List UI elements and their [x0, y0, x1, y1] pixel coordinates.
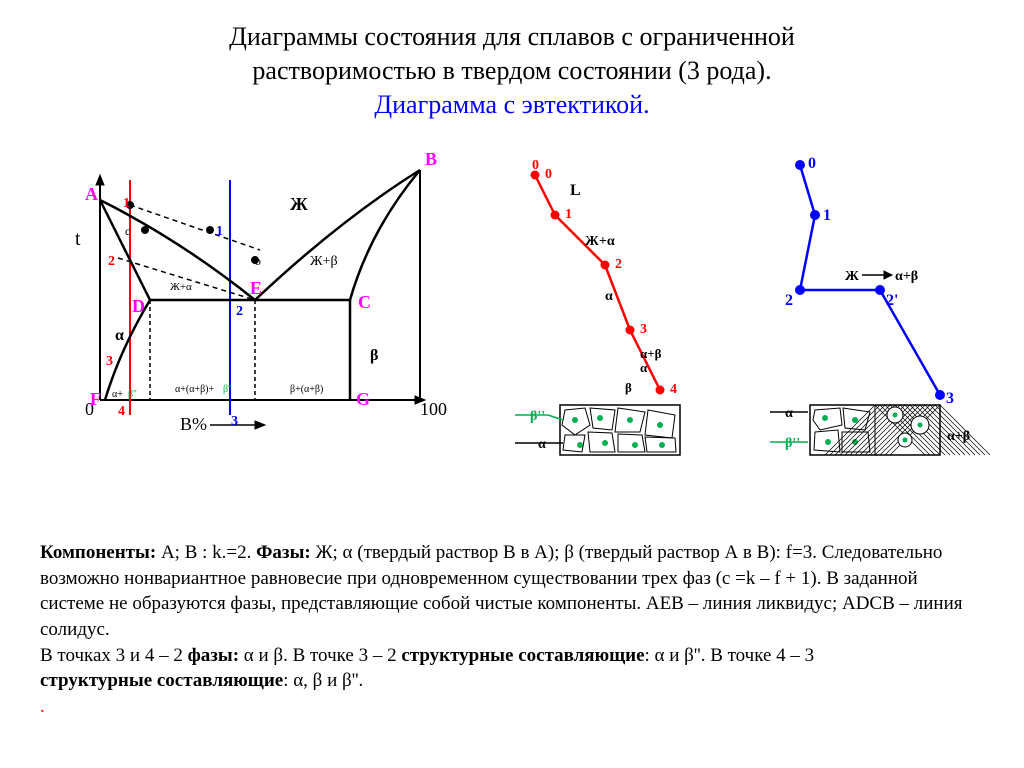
svg-text:α: α: [115, 327, 124, 344]
svg-text:Ж+α: Ж+α: [585, 234, 615, 249]
svg-text:α: α: [640, 360, 648, 375]
svg-text:C: C: [358, 292, 371, 312]
svg-text:1: 1: [823, 207, 831, 224]
svg-text:β'': β'': [128, 389, 137, 400]
svg-text:α+(α+β)+: α+(α+β)+: [175, 384, 215, 395]
svg-text:100: 100: [420, 399, 447, 419]
svg-text:α+: α+: [112, 389, 123, 400]
svg-text:Ж: Ж: [845, 269, 859, 284]
svg-text:1: 1: [565, 207, 572, 222]
svg-text:β+(α+β): β+(α+β): [290, 384, 323, 395]
svg-text:В%: В%: [180, 414, 207, 434]
svg-text:1: 1: [123, 196, 130, 211]
svg-text:A: A: [85, 184, 98, 204]
svg-text:3: 3: [946, 390, 954, 407]
svg-text:0: 0: [808, 155, 816, 172]
svg-text:G: G: [356, 389, 370, 409]
svg-text:α+β: α+β: [640, 346, 662, 361]
svg-text:3: 3: [231, 414, 238, 429]
svg-text:β'': β'': [785, 436, 800, 451]
svg-text:2: 2: [615, 257, 622, 272]
svg-text:L: L: [570, 182, 581, 199]
svg-text:E: E: [250, 278, 262, 298]
diagrams-svg: t0100В%ABCDEFG1234123ЖЖ+βЖ+ααβcbα+β''α+(…: [0, 0, 1024, 470]
svg-text:Ж+α: Ж+α: [170, 281, 192, 293]
svg-text:c: c: [125, 224, 130, 238]
svg-text:3: 3: [106, 354, 113, 369]
svg-text:α: α: [605, 289, 613, 304]
svg-text:B: B: [425, 149, 437, 169]
svg-text:2: 2: [785, 292, 793, 309]
svg-text:4: 4: [118, 404, 125, 419]
svg-text:α: α: [538, 437, 546, 452]
svg-text:b: b: [255, 254, 261, 268]
svg-text:α+β: α+β: [947, 429, 970, 444]
svg-text:t: t: [75, 228, 81, 250]
svg-text:F: F: [90, 389, 101, 409]
svg-text:Ж: Ж: [290, 194, 308, 214]
svg-text:0: 0: [532, 158, 539, 173]
svg-text:β: β: [625, 380, 632, 395]
description-text: Компоненты: A; B : k.=2. Фазы: Ж; α (тве…: [40, 540, 980, 719]
svg-text:β'': β'': [223, 384, 232, 395]
svg-text:α+β: α+β: [895, 269, 918, 284]
svg-text:2: 2: [108, 254, 115, 269]
svg-text:2': 2': [886, 292, 898, 309]
svg-text:Ж+β: Ж+β: [310, 254, 338, 269]
svg-text:4: 4: [670, 382, 677, 397]
svg-text:3: 3: [640, 322, 647, 337]
svg-text:2: 2: [236, 304, 243, 319]
svg-text:β'': β'': [530, 409, 545, 424]
svg-text:D: D: [132, 296, 145, 316]
svg-text:β: β: [370, 347, 378, 364]
svg-text:0: 0: [545, 167, 552, 182]
svg-text:1: 1: [216, 224, 223, 239]
svg-text:α: α: [785, 406, 793, 421]
